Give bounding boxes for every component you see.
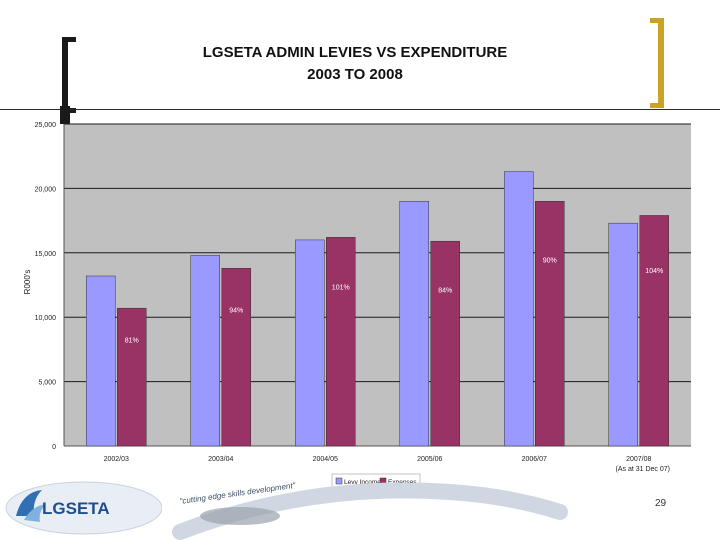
- y-tick-label: 15,000: [35, 251, 57, 258]
- right-bracket-decoration: [650, 18, 664, 108]
- y-tick-label: 25,000: [35, 122, 57, 129]
- levy-income-bar: [504, 171, 534, 447]
- x-tick-label: 2004/05: [313, 456, 338, 463]
- percent-label: 94%: [229, 308, 243, 315]
- percent-label: 81%: [125, 338, 139, 345]
- levy-income-bar: [295, 239, 325, 447]
- title-rule-accent: [60, 106, 70, 124]
- expenses-bar: [639, 215, 669, 447]
- levy-income-bar: [86, 275, 116, 447]
- x-tick-sublabel: (As at 31 Dec 07): [616, 466, 670, 473]
- legend-swatch-levy-income: [335, 477, 343, 485]
- x-tick-label: 2007/08: [626, 456, 651, 463]
- expenses-bar: [326, 237, 356, 447]
- tagline-swoosh: "cutting edge skills development": [172, 481, 568, 540]
- x-tick-label: 2006/07: [522, 456, 547, 463]
- levy-income-bar: [608, 222, 638, 447]
- percent-label: 104%: [645, 268, 663, 275]
- y-tick-label: 20,000: [35, 186, 57, 193]
- y-axis-label: R000's: [23, 270, 32, 295]
- grid-lines: [64, 123, 691, 383]
- logo-text: LGSETA: [42, 499, 110, 518]
- expenses-bar: [430, 240, 460, 447]
- page-number: 29: [655, 498, 667, 509]
- percent-label: 84%: [438, 287, 452, 294]
- y-tick-label: 0: [52, 444, 56, 451]
- lgseta-logo: LGSETA: [5, 481, 162, 535]
- expenses-bar: [221, 268, 251, 447]
- title-line-1: LGSETA ADMIN LEVIES VS EXPENDITURE: [202, 44, 508, 61]
- legend-label: Levy Income: [344, 479, 381, 486]
- levy-income-bar: [190, 255, 220, 447]
- levy-income-bar: [399, 201, 429, 447]
- percent-label: 90%: [543, 257, 557, 264]
- x-tick-label: 2002/03: [104, 456, 129, 463]
- x-tick-label: 2003/04: [208, 456, 233, 463]
- axes: 0 5,000 10,000 15,000 20,000 25,000 R000's: [23, 122, 691, 451]
- bar-chart: 0 5,000 10,000 15,000 20,000 25,000 R000's 81%…: [23, 122, 691, 489]
- percent-label: 101%: [332, 285, 350, 292]
- x-tick-label: 2005/06: [417, 456, 442, 463]
- y-tick-label: 10,000: [35, 315, 57, 322]
- slide-title: LGSETA ADMIN LEVIES VS EXPENDITURE 2003 …: [120, 42, 590, 86]
- chart-labels: 81% 2002/03 94% 2003/04 101% 2004/05 84% 2005/0…: [104, 257, 670, 473]
- y-tick-label: 5,000: [38, 380, 56, 387]
- bars: [86, 171, 669, 447]
- plot-background: [64, 124, 691, 446]
- expenses-bar: [117, 307, 147, 447]
- left-bracket-decoration: [62, 37, 76, 113]
- title-line-2: 2003 TO 2008: [307, 66, 403, 83]
- expenses-bar: [535, 201, 565, 447]
- title-rule: [0, 109, 720, 110]
